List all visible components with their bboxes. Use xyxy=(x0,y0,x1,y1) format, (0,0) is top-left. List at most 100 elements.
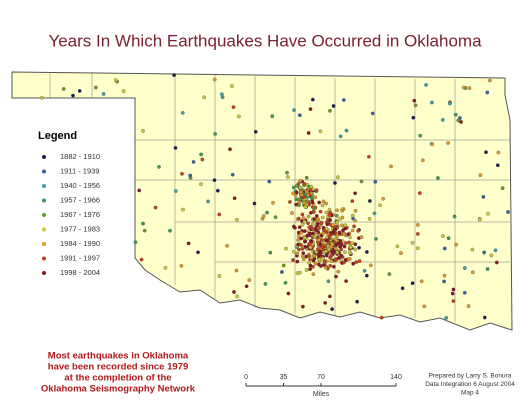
earthquake-point xyxy=(340,223,344,228)
earthquake-point xyxy=(444,316,449,320)
earthquake-point xyxy=(336,256,341,260)
earthquake-point xyxy=(331,223,335,227)
earthquake-point xyxy=(199,152,203,157)
earthquake-point xyxy=(232,196,237,201)
earthquake-point xyxy=(312,217,317,221)
earthquake-point xyxy=(314,250,319,254)
earthquake-point xyxy=(485,267,490,271)
earthquake-point xyxy=(453,112,458,117)
earthquake-point xyxy=(323,301,328,305)
earthquake-point xyxy=(331,104,336,108)
earthquake-point xyxy=(344,128,349,133)
earthquake-point xyxy=(341,228,345,233)
earthquake-point xyxy=(412,98,417,103)
earthquake-point xyxy=(173,189,178,193)
earthquake-point xyxy=(339,253,344,258)
earthquake-point xyxy=(247,278,252,282)
earthquake-point xyxy=(378,203,382,208)
earthquake-point xyxy=(180,111,185,115)
legend-marker xyxy=(42,184,46,188)
earthquake-point xyxy=(326,247,331,252)
earthquake-point xyxy=(320,245,324,249)
earthquake-point xyxy=(452,214,457,219)
earthquake-point xyxy=(295,251,300,256)
earthquake-point xyxy=(179,263,184,268)
earthquake-point xyxy=(446,236,451,241)
earthquake-point xyxy=(310,231,315,236)
earthquake-point xyxy=(353,242,358,247)
earthquake-point xyxy=(304,175,309,180)
earthquake-point xyxy=(340,208,344,213)
earthquake-point xyxy=(355,299,359,304)
earthquake-point xyxy=(260,216,265,221)
scale-label: 0 xyxy=(244,374,248,381)
earthquake-point xyxy=(310,242,315,247)
earthquake-point xyxy=(324,249,328,254)
earthquake-point xyxy=(338,244,343,249)
earthquake-point xyxy=(320,203,325,208)
earthquake-point xyxy=(493,248,498,253)
earthquake-point xyxy=(298,178,303,183)
earthquake-point xyxy=(157,165,161,169)
earthquake-point xyxy=(323,259,327,264)
earthquake-point xyxy=(368,263,373,268)
earthquake-point xyxy=(311,272,316,277)
earthquake-point xyxy=(485,90,490,95)
earthquake-point xyxy=(304,190,309,194)
earthquake-point xyxy=(213,132,218,136)
legend-marker xyxy=(42,256,46,261)
credit-line: Data Integration 6 August 2004 xyxy=(425,381,515,388)
earthquake-point xyxy=(308,267,312,271)
earthquake-point xyxy=(307,231,312,236)
earthquake-point xyxy=(180,171,184,176)
earthquake-point xyxy=(299,190,303,194)
earthquake-point xyxy=(335,220,339,225)
earthquake-point xyxy=(318,252,323,257)
legend-marker xyxy=(42,169,46,174)
earthquake-point xyxy=(367,216,372,221)
earthquake-point xyxy=(422,304,427,309)
earthquake-point xyxy=(353,191,357,196)
earthquake-point xyxy=(302,181,307,186)
earthquake-point xyxy=(300,212,305,217)
earthquake-point xyxy=(327,213,332,217)
earthquake-point xyxy=(304,268,309,272)
earthquake-point xyxy=(77,89,82,93)
earthquake-point xyxy=(181,207,185,212)
legend-label: 1991 - 1997 xyxy=(60,253,100,262)
earthquake-point xyxy=(290,211,294,215)
earthquake-point xyxy=(338,134,343,139)
earthquake-point xyxy=(310,196,314,200)
earthquake-point xyxy=(446,141,450,145)
earthquake-point xyxy=(310,200,315,205)
earthquake-point xyxy=(335,233,340,238)
earthquake-point xyxy=(296,238,300,242)
earthquake-point xyxy=(310,222,315,226)
earthquake-point xyxy=(308,245,313,250)
earthquake-point xyxy=(230,84,234,88)
earthquake-point xyxy=(389,164,393,169)
earthquake-point xyxy=(395,244,400,249)
earthquake-point xyxy=(230,172,235,177)
earthquake-point xyxy=(284,246,288,251)
earthquake-point xyxy=(291,191,295,196)
earthquake-point xyxy=(495,163,500,168)
earthquake-point xyxy=(314,188,319,193)
earthquake-point xyxy=(235,294,239,299)
earthquake-point xyxy=(486,211,490,216)
earthquake-point xyxy=(306,131,311,135)
scale-label: 70 xyxy=(317,374,325,381)
note-line: Oklahoma Seismography Network xyxy=(41,384,196,395)
earthquake-point xyxy=(346,232,350,237)
earthquake-point xyxy=(488,78,492,83)
earthquake-point xyxy=(356,229,360,233)
earthquake-point xyxy=(328,108,332,113)
earthquake-point xyxy=(440,118,445,122)
earthquake-point xyxy=(348,250,352,255)
earthquake-point xyxy=(310,97,315,102)
earthquake-point xyxy=(202,95,207,100)
earthquake-point xyxy=(137,188,142,193)
earthquake-point xyxy=(413,103,418,108)
